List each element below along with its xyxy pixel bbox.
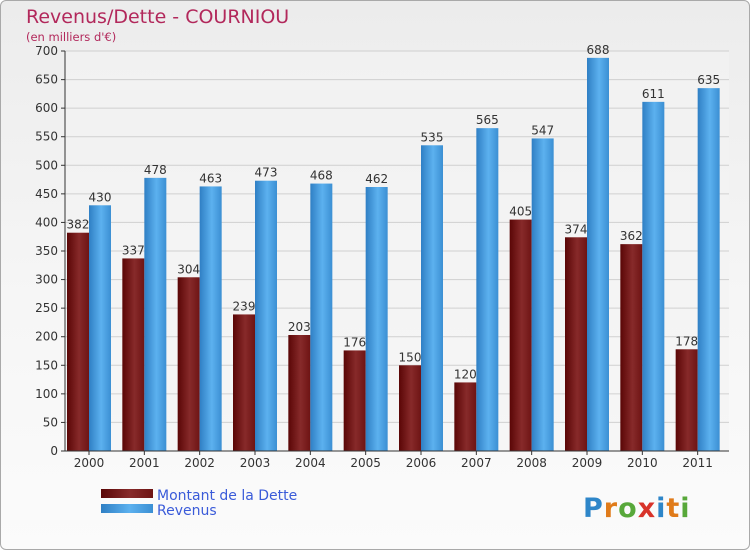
bar-dette <box>177 277 200 451</box>
bar-dette <box>620 244 643 451</box>
bar-revenus <box>531 138 554 451</box>
data-label: 362 <box>620 229 643 243</box>
bar-dette <box>509 219 532 451</box>
x-tick-label: 2006 <box>406 456 437 470</box>
x-tick-label: 2008 <box>516 456 547 470</box>
data-label: 468 <box>310 169 333 183</box>
bar-revenus <box>642 101 665 451</box>
y-tick-label: 650 <box>35 73 58 87</box>
x-tick-label: 2000 <box>74 456 105 470</box>
data-label: 120 <box>454 367 477 381</box>
x-axis: 2000 2001 2002 2003 2004 2005 2006 2007 2008 2009… <box>74 451 713 470</box>
y-tick-label: 400 <box>35 215 58 229</box>
data-label: 430 <box>89 190 112 204</box>
data-label: 203 <box>288 320 311 334</box>
y-axis: 0 50 100 150 200 250 300 350 400 450 500 550 600 650 7… <box>35 44 65 458</box>
bar-dette <box>454 382 477 451</box>
x-tick-label: 2010 <box>627 456 658 470</box>
bars <box>67 57 720 452</box>
x-tick-label: 2007 <box>461 456 492 470</box>
y-tick-label: 500 <box>35 158 58 172</box>
data-label: 178 <box>675 334 698 348</box>
bar-revenus <box>697 88 720 452</box>
bar-dette <box>675 349 698 451</box>
data-label: 374 <box>565 222 588 236</box>
data-label: 150 <box>399 350 422 364</box>
bar-dette <box>122 258 145 451</box>
legend-label-revenus: Revenus <box>157 503 217 519</box>
bar-dette <box>67 232 89 451</box>
legend-swatch-dette <box>101 489 153 498</box>
y-tick-label: 50 <box>43 415 58 429</box>
proxiti-logo: Proxiti <box>583 493 691 524</box>
bar-revenus <box>476 128 499 451</box>
bar-dette <box>288 335 311 451</box>
x-tick-label: 2004 <box>295 456 326 470</box>
data-label: 405 <box>509 205 532 219</box>
y-tick-label: 200 <box>35 330 58 344</box>
data-label: 547 <box>531 123 554 137</box>
x-tick-label: 2003 <box>240 456 271 470</box>
x-tick-label: 2005 <box>350 456 381 470</box>
y-tick-label: 700 <box>35 44 58 58</box>
data-label: 473 <box>255 166 278 180</box>
bar-revenus <box>310 183 333 452</box>
data-label: 565 <box>476 113 499 127</box>
value-labels: 382 430 337 478 304 463 239 473 203 468 176 462 150 5… <box>67 43 721 382</box>
bar-revenus <box>365 187 388 451</box>
bar-dette <box>565 237 587 451</box>
x-tick-label: 2009 <box>572 456 603 470</box>
y-tick-label: 350 <box>35 244 58 258</box>
bar-dette <box>233 314 255 451</box>
chart-title: Revenus/Dette - COURNIOU <box>26 6 289 28</box>
y-tick-label: 250 <box>35 301 58 315</box>
gridlines <box>65 50 729 423</box>
data-label: 382 <box>67 218 90 232</box>
bar-revenus <box>89 205 111 451</box>
data-label: 304 <box>177 262 200 276</box>
data-label: 611 <box>642 87 665 101</box>
bar-dette <box>343 350 366 451</box>
bar-revenus <box>199 186 222 451</box>
x-tick-label: 2002 <box>184 456 215 470</box>
data-label: 176 <box>343 335 366 349</box>
data-label: 635 <box>697 73 720 87</box>
chart-subtitle: (en milliers d'€) <box>26 30 116 44</box>
y-tick-label: 300 <box>35 273 58 287</box>
y-tick-label: 0 <box>50 444 58 458</box>
x-tick-label: 2001 <box>129 456 160 470</box>
svg-text:Proxiti: Proxiti <box>583 493 691 524</box>
y-tick-label: 150 <box>35 358 58 372</box>
bar-dette <box>399 365 421 451</box>
data-label: 535 <box>421 130 444 144</box>
legend-swatch-revenus <box>101 504 153 513</box>
data-label: 463 <box>199 171 222 185</box>
bar-revenus <box>255 180 277 451</box>
x-tick-label: 2011 <box>682 456 713 470</box>
data-label: 478 <box>144 163 167 177</box>
data-label: 688 <box>587 43 610 57</box>
bar-revenus <box>144 177 167 451</box>
legend-label-dette: Montant de la Dette <box>157 488 297 504</box>
y-tick-label: 450 <box>35 187 58 201</box>
bar-revenus <box>587 57 609 451</box>
y-tick-label: 600 <box>35 101 58 115</box>
data-label: 462 <box>365 172 388 186</box>
data-label: 337 <box>122 243 145 257</box>
y-tick-label: 550 <box>35 130 58 144</box>
bar-revenus <box>421 145 443 452</box>
data-label: 239 <box>233 299 256 313</box>
y-tick-label: 100 <box>35 387 58 401</box>
